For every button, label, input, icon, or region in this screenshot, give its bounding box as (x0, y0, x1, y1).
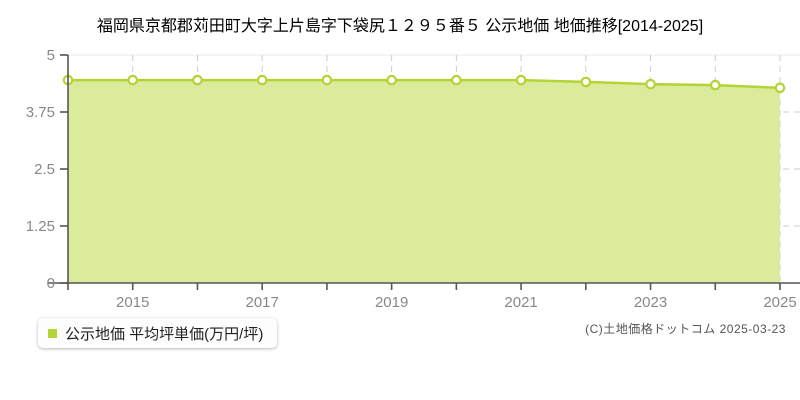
data-point-marker[interactable] (515, 74, 527, 86)
data-point-marker[interactable] (386, 74, 397, 86)
data-point-marker[interactable] (192, 74, 203, 86)
x-axis-tick-label: 2019 (375, 294, 408, 311)
data-point-marker[interactable] (321, 74, 333, 86)
series-layer (62, 74, 786, 283)
data-point-marker[interactable] (645, 78, 656, 90)
y-axis-tick-label: 5 (47, 47, 55, 64)
legend-swatch-icon (48, 328, 57, 338)
x-axis-tick-label: 2025 (763, 294, 796, 311)
x-axis-tick-label: 2021 (504, 294, 537, 311)
series-line (66, 78, 782, 90)
data-point-marker[interactable] (709, 79, 721, 91)
x-axis-tick-label: 2023 (634, 294, 667, 311)
page-title: 福岡県京都郡苅田町大字上片島字下袋尻１２９５番５ 公示地価 地価推移[2014-… (96, 18, 704, 35)
data-point-marker[interactable] (451, 74, 462, 86)
data-point-marker[interactable] (580, 76, 592, 88)
y-axis-tick-label: 0 (47, 275, 55, 292)
axes-layer (48, 54, 800, 290)
x-axis-tick-label: 2015 (116, 294, 149, 311)
data-point-marker[interactable] (774, 82, 786, 94)
x-axis-tick-label: 2017 (245, 294, 278, 311)
data-point-marker[interactable] (256, 74, 268, 86)
chart-legend[interactable]: 公示地価 平均坪単価(万円/坪) (38, 318, 278, 348)
credit-text: (C)土地価格ドットコム 2025-03-23 (585, 322, 786, 336)
series-area-fill (68, 80, 780, 283)
y-axis-tick-label: 1.25 (26, 218, 55, 235)
legend-label: 公示地価 平均坪単価(万円/坪) (65, 325, 264, 343)
axis-tick-labels: 0 1.25 2.5 3.75 5 2015 2017 2019 2021 2023 2025 (26, 47, 797, 311)
y-axis-tick-label: 2.5 (34, 161, 55, 178)
data-point-marker[interactable] (127, 74, 139, 86)
y-axis-tick-label: 3.75 (26, 104, 55, 121)
